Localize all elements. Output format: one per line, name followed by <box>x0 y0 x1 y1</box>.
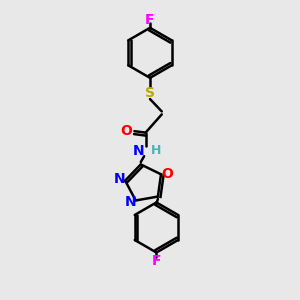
Text: F: F <box>152 254 161 268</box>
Text: F: F <box>145 13 155 27</box>
Text: O: O <box>121 124 132 138</box>
Text: H: H <box>151 144 161 158</box>
Text: N: N <box>133 144 144 158</box>
Text: N: N <box>124 195 136 209</box>
Text: N: N <box>113 172 125 186</box>
Text: O: O <box>162 167 173 181</box>
Text: S: S <box>145 86 155 100</box>
